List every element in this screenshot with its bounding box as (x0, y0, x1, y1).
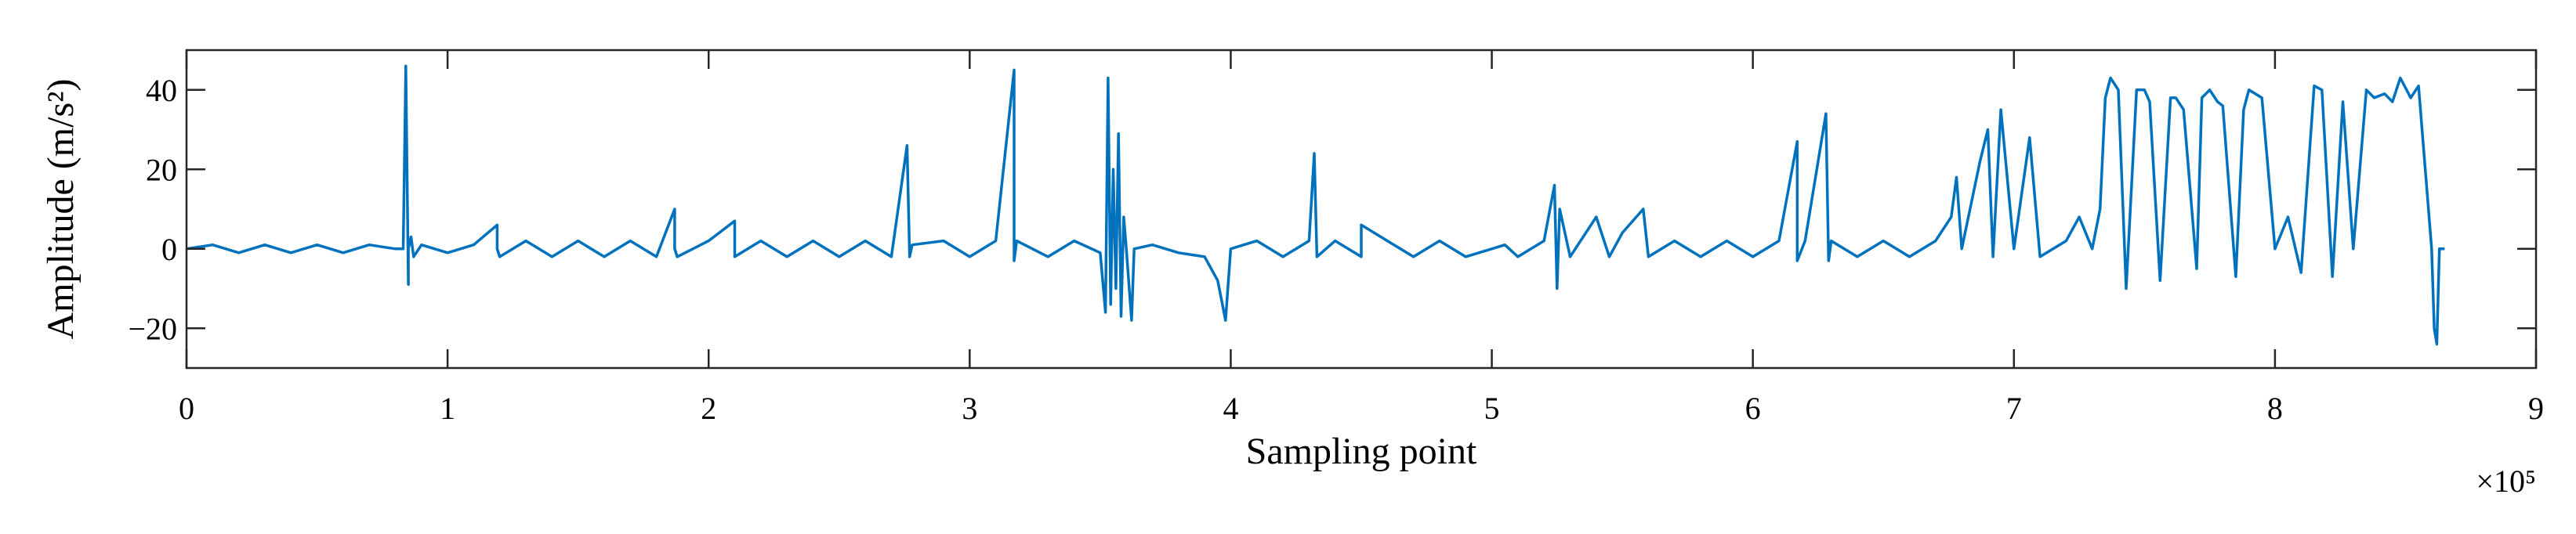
y-tick-label: 20 (146, 152, 177, 187)
y-tick-label: 40 (146, 73, 177, 108)
x-tick-label: 8 (2267, 391, 2283, 426)
x-tick-label: 5 (1484, 391, 1500, 426)
x-tick-label: 3 (962, 391, 977, 426)
x-tick-label: 6 (1745, 391, 1761, 426)
data-layer (186, 64, 2445, 346)
x-tick-label: 9 (2528, 391, 2544, 426)
x-tick-label: 4 (1223, 391, 1238, 426)
x-tick-label: 2 (701, 391, 716, 426)
y-tick-label: −20 (128, 311, 177, 346)
x-tick-label: 1 (440, 391, 455, 426)
x-axis-label: Sampling point (1246, 431, 1477, 472)
x-tick-label: 0 (179, 391, 194, 426)
tick-layer: 0 1 2 3 4 5 6 7 8 9 −20 0 20 40 (128, 50, 2544, 426)
y-tick-label: 0 (161, 232, 177, 267)
x-tick-label: 7 (2006, 391, 2022, 426)
y-axis-label: Amplitude (m/s²) (40, 78, 82, 339)
plot-background (187, 50, 2536, 368)
plot-frame (185, 49, 2538, 370)
x-axis-exponent-label: ×10⁵ (2476, 464, 2536, 499)
series-line-0 (186, 64, 2445, 346)
